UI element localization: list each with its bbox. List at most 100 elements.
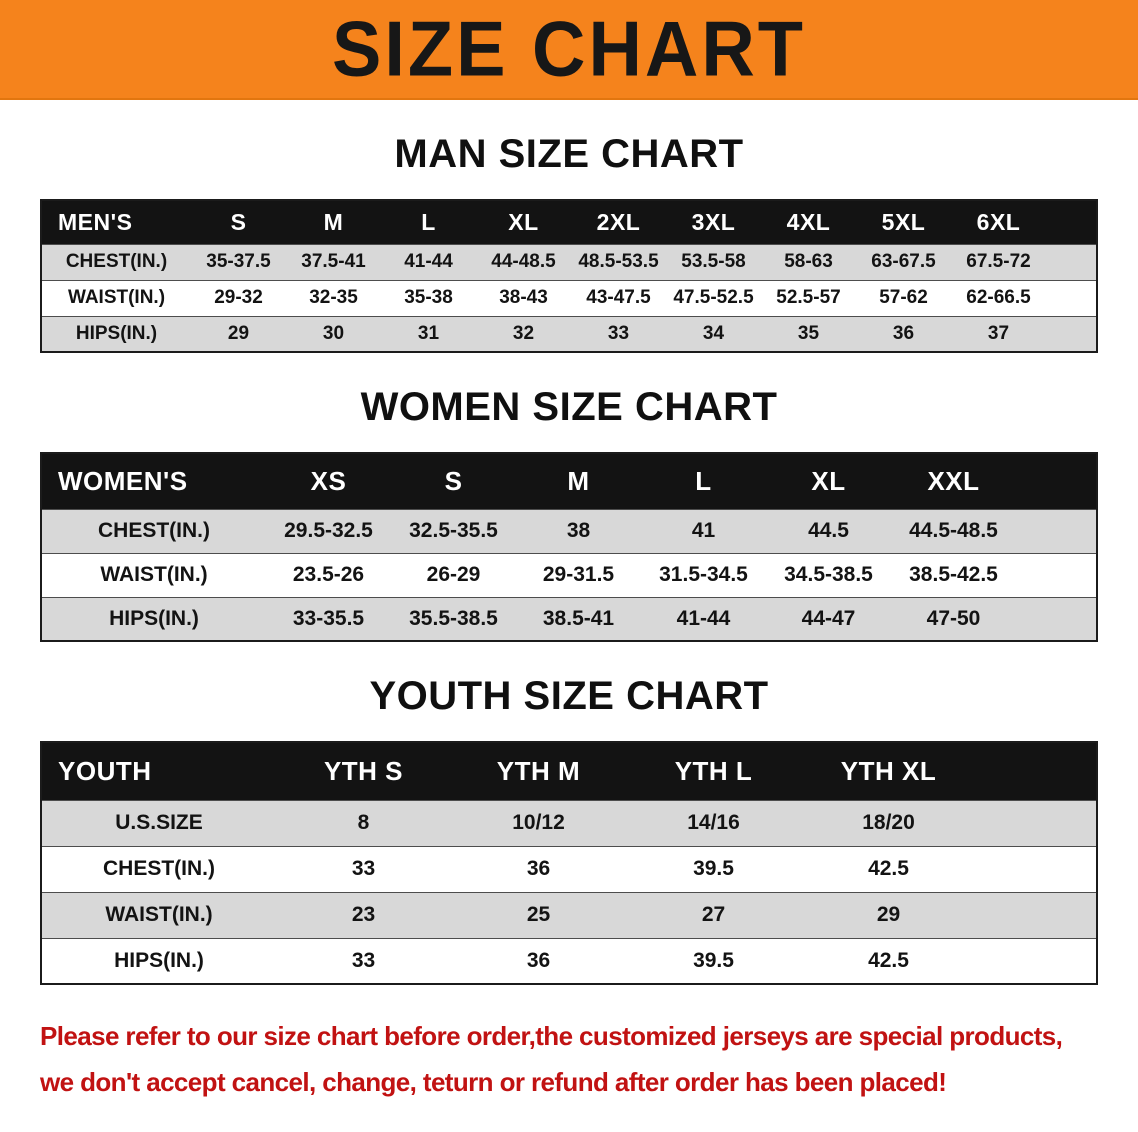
women-section: WOMEN SIZE CHART WOMEN'S XS S M L XL XXL xyxy=(0,385,1138,642)
size-column-header: XS xyxy=(266,453,391,509)
size-value: 38.5-42.5 xyxy=(909,563,998,586)
size-value: 38 xyxy=(516,509,641,553)
size-column-header: 4XL xyxy=(761,200,856,244)
size-column-header: XXL xyxy=(891,453,1016,509)
row-label: HIPS(IN.) xyxy=(41,316,191,352)
spacer-cell xyxy=(1016,453,1097,509)
size-value: 35-38 xyxy=(404,287,453,308)
size-value: 37.5-41 xyxy=(286,244,381,280)
women-table-title: WOMEN'S xyxy=(41,453,266,509)
size-value: 32-35 xyxy=(309,287,358,308)
size-column-header: XL xyxy=(766,453,891,509)
youth-size-table: YOUTH YTH S YTH M YTH L YTH XL U.S.SIZE … xyxy=(40,741,1098,985)
row-label: WAIST(IN.) xyxy=(67,287,166,308)
size-value: 30 xyxy=(286,316,381,352)
size-value: 36 xyxy=(526,948,551,972)
size-column-header: 2XL xyxy=(571,200,666,244)
women-chest-row: CHEST(IN.) 29.5-32.5 32.5-35.5 38 41 44.… xyxy=(41,509,1097,553)
youth-waist-row: WAIST(IN.) 23 25 27 29 xyxy=(41,892,1097,938)
size-value: 43-47.5 xyxy=(586,287,651,308)
row-label: WAIST(IN.) xyxy=(41,892,276,938)
size-column-header: YTH S xyxy=(276,742,451,800)
size-chart-title: SIZE CHART xyxy=(332,4,806,93)
size-column-header: 5XL xyxy=(856,200,951,244)
size-value: 32 xyxy=(476,316,571,352)
size-value: 27 xyxy=(626,892,801,938)
women-waist-row: WAIST(IN.) 23.5-26 26-29 29-31.5 31.5-34… xyxy=(41,553,1097,597)
size-column-header: YTH M xyxy=(451,742,626,800)
size-value: 10/12 xyxy=(451,800,626,846)
women-section-heading: WOMEN SIZE CHART xyxy=(360,385,778,429)
size-column-header: S xyxy=(191,200,286,244)
note-line-1: Please refer to our size chart before or… xyxy=(40,1021,1063,1051)
size-value: 34 xyxy=(666,316,761,352)
size-value: 23 xyxy=(276,892,451,938)
size-column-header: M xyxy=(516,453,641,509)
women-size-table: WOMEN'S XS S M L XL XXL CHEST(IN.) 29.5-… xyxy=(40,452,1098,642)
youth-table-title: YOUTH xyxy=(41,742,276,800)
size-value: 25 xyxy=(451,892,626,938)
size-value: 47-50 xyxy=(891,597,1016,641)
youth-ussize-row: U.S.SIZE 8 10/12 14/16 18/20 xyxy=(41,800,1097,846)
size-value: 29 xyxy=(801,892,976,938)
spacer-cell xyxy=(976,742,1097,800)
size-column-header: L xyxy=(641,453,766,509)
spacer-cell xyxy=(976,800,1097,846)
size-value: 63-67.5 xyxy=(856,244,951,280)
size-value: 29 xyxy=(191,316,286,352)
size-value: 62-66.5 xyxy=(966,287,1031,308)
size-value: 29.5-32.5 xyxy=(266,509,391,553)
size-value: 58-63 xyxy=(761,244,856,280)
men-size-table: MEN'S S M L XL 2XL 3XL 4XL 5XL 6XL CHEST… xyxy=(40,199,1098,353)
men-table-title: MEN'S xyxy=(41,200,191,244)
size-value: 48.5-53.5 xyxy=(571,244,666,280)
size-value: 44-48.5 xyxy=(476,244,571,280)
row-label: CHEST(IN.) xyxy=(103,857,215,880)
size-column-header: S xyxy=(391,453,516,509)
size-value: 44.5-48.5 xyxy=(891,509,1016,553)
size-value: 29-32 xyxy=(214,287,263,308)
size-value: 33-35.5 xyxy=(266,597,391,641)
size-column-header: L xyxy=(381,200,476,244)
youth-table-header-row: YOUTH YTH S YTH M YTH L YTH XL xyxy=(41,742,1097,800)
size-value: 14/16 xyxy=(626,800,801,846)
size-chart-banner: SIZE CHART xyxy=(0,0,1138,100)
size-value: 53.5-58 xyxy=(666,244,761,280)
size-value: 44-47 xyxy=(766,597,891,641)
size-value: 8 xyxy=(276,800,451,846)
spacer-cell xyxy=(1046,200,1097,244)
size-column-header: 3XL xyxy=(666,200,761,244)
size-value: 42.5 xyxy=(868,857,909,880)
order-policy-note: Please refer to our size chart before or… xyxy=(40,1013,1138,1105)
row-label: WAIST(IN.) xyxy=(100,563,208,586)
size-value: 32.5-35.5 xyxy=(391,509,516,553)
size-column-header: YTH L xyxy=(626,742,801,800)
spacer-cell xyxy=(1046,244,1097,280)
size-value: 33 xyxy=(351,857,376,880)
size-value: 35 xyxy=(761,316,856,352)
size-value: 26-29 xyxy=(426,563,481,586)
size-value: 38.5-41 xyxy=(516,597,641,641)
men-table-header-row: MEN'S S M L XL 2XL 3XL 4XL 5XL 6XL xyxy=(41,200,1097,244)
men-waist-row: WAIST(IN.) 29-32 32-35 35-38 38-43 43-47… xyxy=(41,280,1097,316)
size-value: 39.5 xyxy=(693,857,734,880)
size-value: 37 xyxy=(951,316,1046,352)
row-label: CHEST(IN.) xyxy=(41,509,266,553)
size-column-header: XL xyxy=(476,200,571,244)
size-value: 42.5 xyxy=(868,948,909,972)
size-column-header: 6XL xyxy=(951,200,1046,244)
size-value: 36 xyxy=(526,857,551,880)
row-label: HIPS(IN.) xyxy=(114,948,204,972)
size-value: 39.5 xyxy=(693,948,734,972)
size-value: 41-44 xyxy=(381,244,476,280)
size-value: 52.5-57 xyxy=(776,287,841,308)
youth-section-heading: YOUTH SIZE CHART xyxy=(369,674,769,718)
row-label: CHEST(IN.) xyxy=(41,244,191,280)
spacer-cell xyxy=(976,846,1097,892)
size-value: 31.5-34.5 xyxy=(659,563,748,586)
spacer-cell xyxy=(1046,280,1097,316)
men-chest-row: CHEST(IN.) 35-37.5 37.5-41 41-44 44-48.5… xyxy=(41,244,1097,280)
size-value: 36 xyxy=(856,316,951,352)
spacer-cell xyxy=(976,938,1097,984)
youth-chest-row: CHEST(IN.) 33 36 39.5 42.5 xyxy=(41,846,1097,892)
